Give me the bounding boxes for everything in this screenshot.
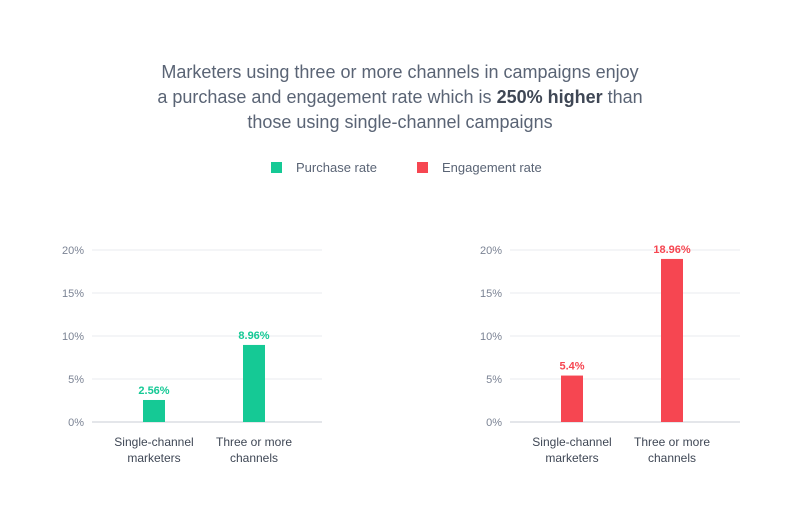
legend-item-purchase-rate: Purchase rate bbox=[271, 160, 377, 175]
legend-swatch-engagement-rate bbox=[417, 162, 428, 173]
bar bbox=[561, 375, 583, 422]
x-tick-label: Single-channel bbox=[114, 435, 193, 449]
y-tick-label: 20% bbox=[480, 245, 502, 257]
x-tick-label: Single-channel bbox=[532, 435, 611, 449]
x-tick-label: marketers bbox=[545, 451, 598, 465]
data-label: 18.96% bbox=[653, 244, 691, 256]
x-tick-label: marketers bbox=[127, 451, 180, 465]
x-tick-label: Three or more bbox=[634, 435, 710, 449]
bar bbox=[661, 258, 683, 422]
bar bbox=[243, 344, 265, 422]
data-label: 8.96% bbox=[238, 330, 269, 342]
bar bbox=[143, 399, 165, 422]
data-label: 5.4% bbox=[559, 361, 584, 373]
headline-line-2-start: a purchase and engagement rate which is bbox=[157, 87, 497, 107]
legend-label-purchase-rate: Purchase rate bbox=[296, 160, 377, 175]
headline-line-2: a purchase and engagement rate which is … bbox=[0, 85, 800, 110]
headline-line-3: those using single-channel campaigns bbox=[247, 112, 553, 132]
y-tick-label: 5% bbox=[68, 374, 84, 386]
chart-headline: Marketers using three or more channels i… bbox=[0, 60, 800, 135]
legend-swatch-purchase-rate bbox=[271, 162, 282, 173]
x-tick-label: channels bbox=[230, 451, 278, 465]
legend-item-engagement-rate: Engagement rate bbox=[417, 160, 542, 175]
headline-line-2-end: than bbox=[602, 87, 643, 107]
legend-label-engagement-rate: Engagement rate bbox=[442, 160, 542, 175]
headline-emphasis: 250% higher bbox=[496, 87, 603, 107]
headline-line-1: Marketers using three or more channels i… bbox=[161, 62, 639, 82]
y-tick-label: 15% bbox=[480, 288, 502, 300]
y-tick-label: 15% bbox=[62, 288, 84, 300]
x-tick-label: Three or more bbox=[216, 435, 292, 449]
y-tick-label: 10% bbox=[62, 331, 84, 343]
legend: Purchase rate Engagement rate bbox=[0, 160, 800, 180]
y-tick-label: 0% bbox=[486, 417, 502, 429]
y-tick-label: 5% bbox=[486, 374, 502, 386]
x-tick-label: channels bbox=[648, 451, 696, 465]
y-tick-label: 10% bbox=[480, 331, 502, 343]
y-tick-label: 0% bbox=[68, 417, 84, 429]
y-tick-label: 20% bbox=[62, 245, 84, 257]
data-label: 2.56% bbox=[138, 385, 169, 397]
